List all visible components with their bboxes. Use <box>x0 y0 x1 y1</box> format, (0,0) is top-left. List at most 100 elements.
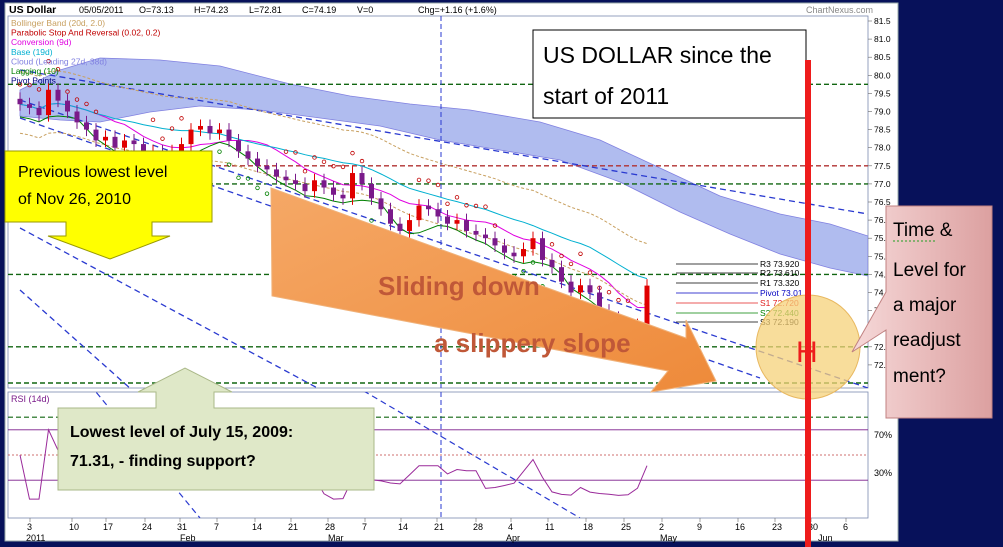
header-date: 05/05/2011 <box>79 5 123 15</box>
sar-dot <box>302 169 308 174</box>
cloud-band <box>19 57 868 277</box>
candle-body <box>302 183 308 192</box>
x-month-label: Jun <box>818 533 833 543</box>
candle-body <box>236 140 241 152</box>
sar-dot <box>65 89 70 94</box>
x-month-label: Mar <box>328 533 344 543</box>
sar-dot <box>549 242 555 247</box>
pivot-label: Pivot 73.01 <box>760 288 803 298</box>
sar-dot <box>217 149 222 154</box>
y-tick-label: 78.0 <box>874 143 891 153</box>
candle-body <box>473 230 479 235</box>
candle-body <box>492 238 498 246</box>
candle-body <box>464 220 469 231</box>
legend-entry: Bollinger Band (20d, 2.0) <box>11 18 105 28</box>
support-line2: 71.31, - finding support? <box>70 453 256 470</box>
x-tick-label: 6 <box>843 522 848 532</box>
sar-dot <box>483 204 488 209</box>
candle-body <box>407 220 412 231</box>
y-tick-label: 77.5 <box>874 161 891 171</box>
y-tick-label: 79.0 <box>874 107 891 117</box>
x-tick-label: 21 <box>288 522 298 532</box>
candle-body <box>587 285 593 293</box>
candle-body <box>65 100 70 112</box>
candle-body <box>426 205 431 210</box>
candle-body <box>36 107 42 116</box>
x-tick-label: 16 <box>735 522 745 532</box>
candle-body <box>559 267 564 282</box>
rsi-trend-2 <box>364 392 581 518</box>
candle-body <box>293 180 298 184</box>
x-tick-label: 31 <box>177 522 187 532</box>
candle-body <box>597 292 602 311</box>
candle-body <box>521 249 526 257</box>
candle-body <box>179 144 184 152</box>
legend-entry: Lagging (10) <box>11 66 59 76</box>
y-tick-label: 74.0 <box>874 288 891 298</box>
time-level-line4: readjust <box>893 330 961 351</box>
sar-dot <box>559 253 564 259</box>
arrow-text-line1: Sliding down <box>378 271 540 301</box>
sar-dot <box>169 126 175 131</box>
candle-body <box>217 129 222 134</box>
sar-dot <box>521 268 526 274</box>
sar-dot <box>55 66 61 72</box>
sar-dot <box>568 261 574 267</box>
x-tick-label: 7 <box>214 522 219 532</box>
indicator-legend: Bollinger Band (20d, 2.0)Parabolic Stop … <box>11 18 160 86</box>
candle-body <box>264 165 270 170</box>
pivot-label: R2 73.610 <box>760 268 799 278</box>
candle-body <box>141 144 146 155</box>
x-tick-label: 25 <box>621 522 631 532</box>
candle-body <box>331 187 336 195</box>
header-low: L=72.81 <box>249 5 282 15</box>
sar-dot <box>46 58 51 64</box>
candle-body <box>321 180 327 188</box>
x-tick-label: 14 <box>252 522 262 532</box>
legend-entry: Parabolic Stop And Reversal (0.02, 0.2) <box>11 28 160 38</box>
candle-body <box>350 173 355 199</box>
prev-low-line1: Previous lowest level <box>18 164 167 181</box>
candle-body <box>644 285 650 326</box>
candle-body <box>74 111 80 123</box>
x-tick-label: 30 <box>808 522 818 532</box>
x-tick-label: 28 <box>473 522 483 532</box>
candle-body <box>340 194 346 199</box>
sar-dot <box>293 150 298 155</box>
sar-dot <box>350 150 355 156</box>
title-line1: US DOLLAR since the <box>543 42 772 68</box>
x-month-label: Apr <box>506 533 520 543</box>
y-tick-label: 77.0 <box>874 179 891 189</box>
sar-dot <box>236 175 241 180</box>
header-volume: V=0 <box>357 5 373 15</box>
sar-dot <box>454 195 460 200</box>
candle-body <box>416 205 422 221</box>
sar-dot <box>160 136 165 141</box>
candle-body <box>255 158 260 166</box>
y-tick-label: 72.5 <box>874 342 891 352</box>
candle-body <box>207 125 213 134</box>
sar-dot <box>93 109 99 115</box>
h-marker: H <box>796 336 818 369</box>
candle-body <box>502 245 507 253</box>
title-callout: US DOLLAR since the start of 2011 <box>532 29 807 119</box>
x-month-label: Feb <box>180 533 196 543</box>
sar-dot <box>492 223 498 228</box>
sar-dot <box>625 298 631 304</box>
sar-dot <box>27 82 32 88</box>
candle-body <box>435 209 441 217</box>
ichimoku-cloud <box>19 57 868 277</box>
sar-dot <box>74 97 80 102</box>
pivot-label: R3 73.920 <box>760 259 799 269</box>
sar-dot <box>464 203 469 208</box>
sar-dot <box>606 289 612 295</box>
candle-body <box>359 173 365 184</box>
trend-line <box>19 69 868 215</box>
support-callout: Lowest level of July 15, 2009: 71.31, - … <box>57 367 375 491</box>
x-month-label: 2011 <box>26 533 45 543</box>
sar-dot <box>340 164 346 170</box>
y-tick-label: 78.5 <box>874 125 891 135</box>
base-line <box>19 102 648 280</box>
y-tick-label: 80.0 <box>874 70 891 80</box>
time-level-line3: a major <box>893 295 957 316</box>
